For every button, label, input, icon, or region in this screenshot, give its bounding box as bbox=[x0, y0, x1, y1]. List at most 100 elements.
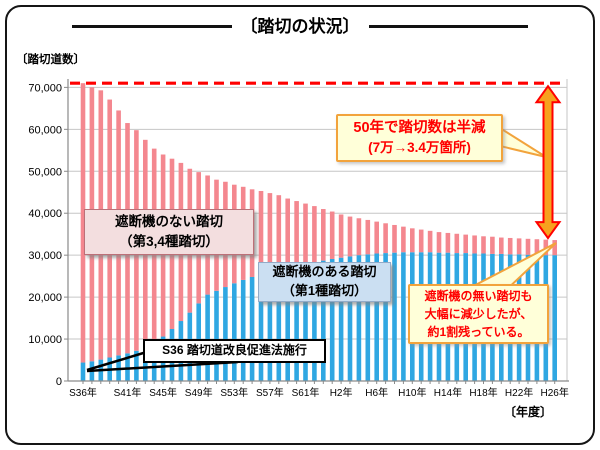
bar-with-barrier bbox=[276, 269, 282, 381]
bar-with-barrier bbox=[303, 263, 308, 381]
bar-without-barrier bbox=[427, 230, 433, 253]
bar-with-barrier bbox=[80, 362, 86, 381]
y-tick-label: 20,000 bbox=[28, 292, 62, 304]
bar-without-barrier bbox=[356, 218, 362, 256]
bar-with-barrier bbox=[249, 276, 255, 381]
bar-without-barrier bbox=[392, 224, 397, 253]
bar-with-barrier bbox=[232, 283, 237, 381]
bar-without-barrier bbox=[401, 226, 406, 253]
y-tick-label: 50,000 bbox=[28, 166, 62, 178]
bar-without-barrier bbox=[383, 223, 388, 254]
y-tick-label: 70,000 bbox=[28, 82, 62, 94]
x-tick-label: H26年 bbox=[541, 386, 569, 399]
halved-callout-pointer bbox=[499, 126, 547, 158]
annotation-halved: 50年で踏切数は半減 (7万→3.4万箇所) bbox=[336, 114, 503, 162]
bar-without-barrier bbox=[445, 232, 451, 253]
bar-with-barrier bbox=[285, 267, 290, 381]
bar-without-barrier bbox=[463, 234, 468, 254]
bar-with-barrier bbox=[392, 252, 397, 381]
legend-no-barrier-line2: （第3,4種踏切） bbox=[119, 234, 219, 249]
annotation-remaining: 遮断機の無い踏切も 大幅に減少したが、 約1割残っている。 bbox=[408, 284, 549, 344]
x-tick-label: S53年 bbox=[220, 386, 248, 399]
bar-without-barrier bbox=[338, 214, 344, 258]
page-title: 〔踏切の状況〕 bbox=[240, 16, 360, 36]
bar-with-barrier bbox=[312, 262, 317, 381]
title-rule-left bbox=[72, 24, 232, 28]
bar-without-barrier bbox=[490, 236, 495, 254]
annotation-remaining-line2: 大幅に減少したが、 bbox=[424, 307, 533, 321]
legend-barrier-line2: （第1種踏切） bbox=[281, 283, 368, 298]
annotation-halved-line1: 50年で踏切数は半減 bbox=[353, 120, 486, 137]
bar-without-barrier bbox=[347, 216, 353, 257]
bar-with-barrier bbox=[134, 350, 139, 381]
bar-without-barrier bbox=[534, 239, 540, 255]
x-tick-label: S41年 bbox=[114, 386, 142, 399]
bar-without-barrier bbox=[472, 235, 477, 254]
bar-with-barrier bbox=[365, 254, 371, 381]
annotation-remaining-line1: 遮断機の無い踏切も bbox=[424, 289, 533, 303]
bar-with-barrier bbox=[321, 260, 326, 381]
bar-without-barrier bbox=[267, 193, 273, 272]
callout-pointers bbox=[86, 126, 557, 373]
x-axis-title: 〔年度〕 bbox=[504, 405, 553, 419]
y-tick-label: 40,000 bbox=[28, 208, 62, 220]
bar-with-barrier bbox=[383, 253, 388, 381]
annotation-s36-law-text: S36 踏切道改良促進法施行 bbox=[162, 343, 307, 358]
bar-without-barrier bbox=[365, 219, 371, 255]
annotation-s36-law: S36 踏切道改良促進法施行 bbox=[143, 339, 326, 363]
bar-with-barrier bbox=[258, 274, 264, 381]
annotation-remaining-line3: 約1割残っている。 bbox=[427, 325, 530, 339]
title-rule-right bbox=[368, 24, 528, 28]
bar-without-barrier bbox=[481, 236, 486, 254]
axes bbox=[64, 79, 569, 384]
x-tick-label: S49年 bbox=[185, 386, 213, 399]
halved-range-arrow bbox=[534, 84, 562, 240]
bar-without-barrier bbox=[312, 206, 317, 263]
bar-without-barrier bbox=[454, 233, 460, 254]
bar-without-barrier bbox=[374, 221, 379, 254]
x-tick-label: S45年 bbox=[149, 386, 177, 399]
bar-with-barrier bbox=[223, 287, 228, 381]
y-tick-label: 10,000 bbox=[28, 334, 62, 346]
bar-with-barrier bbox=[143, 347, 148, 381]
bar-with-barrier bbox=[240, 279, 246, 381]
legend-barrier-line1: 遮断機のある踏切 bbox=[272, 264, 377, 280]
bar-with-barrier bbox=[125, 353, 130, 381]
bar-with-barrier bbox=[401, 252, 406, 381]
bar-without-barrier bbox=[294, 201, 299, 266]
x-tick-label: H22年 bbox=[505, 386, 533, 399]
bar-with-barrier bbox=[267, 271, 273, 381]
s36-callout-line bbox=[86, 360, 239, 373]
x-tick-label: H2年 bbox=[330, 386, 353, 399]
x-tick-label: S36年 bbox=[69, 386, 97, 399]
x-tick-label: H18年 bbox=[469, 386, 497, 399]
bar-with-barrier bbox=[552, 255, 557, 381]
bar-without-barrier bbox=[258, 190, 264, 275]
annotation-halved-line2: (7万→3.4万箇所) bbox=[368, 139, 471, 155]
bar-without-barrier bbox=[552, 240, 557, 256]
legend-barrier-label: 遮断機のある踏切 （第1種踏切） bbox=[258, 262, 391, 302]
x-tick-label: S61年 bbox=[292, 386, 320, 399]
axis-labels: 0 10,000 20,000 30,000 40,000 50,000 60,000 70,… bbox=[28, 82, 569, 399]
legend-no-barrier-line1: 遮断機のない踏切 bbox=[115, 214, 223, 230]
x-tick-label: H6年 bbox=[365, 386, 388, 399]
bar-with-barrier bbox=[374, 253, 379, 381]
bar-with-barrier bbox=[356, 255, 362, 381]
x-tick-label: H14年 bbox=[434, 386, 462, 399]
y-tick-label: 60,000 bbox=[28, 124, 62, 136]
bar-without-barrier bbox=[321, 209, 326, 261]
bar-without-barrier bbox=[516, 238, 522, 255]
bar-with-barrier bbox=[338, 257, 344, 381]
bar-without-barrier bbox=[285, 198, 290, 268]
y-tick-label: 0 bbox=[56, 376, 62, 388]
bar-without-barrier bbox=[436, 232, 442, 253]
change-arrow bbox=[534, 84, 562, 240]
bar-without-barrier bbox=[303, 203, 308, 264]
bar-without-barrier bbox=[80, 83, 86, 363]
bar-with-barrier bbox=[347, 256, 353, 381]
bar-with-barrier bbox=[294, 265, 299, 381]
x-tick-label: S57年 bbox=[256, 386, 284, 399]
bar-without-barrier bbox=[418, 229, 424, 253]
x-tick-label: H10年 bbox=[398, 386, 426, 399]
y-tick-label: 30,000 bbox=[28, 250, 62, 262]
